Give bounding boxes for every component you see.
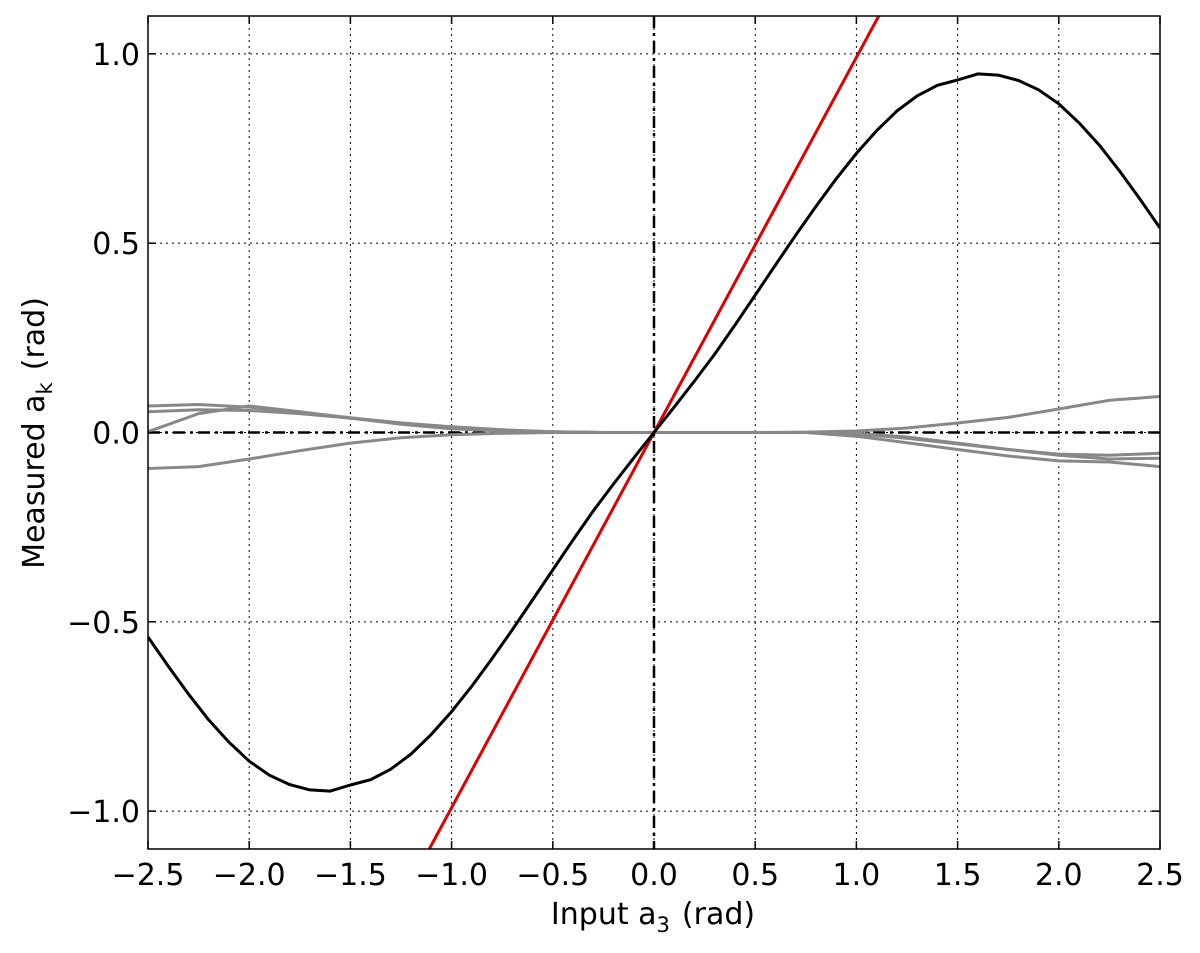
x-axis-label: Input a3 (rad) [551,897,755,937]
y-tick-label: 1.0 [92,38,140,73]
y-axis-label-unit: (rad) [17,297,52,370]
x-tick-label: −2.5 [112,858,185,893]
x-tick-label: −2.0 [213,858,286,893]
series-layer [148,16,1160,849]
x-tick-label: 2.0 [1035,858,1083,893]
x-tick-label: 2.5 [1136,858,1184,893]
y-axis-label-main: Measured a [17,394,52,568]
y-axis-label: Measured ak (rad) [17,297,57,569]
y-tick-label: 0.0 [92,417,140,452]
x-tick-label: 0.5 [731,858,779,893]
x-tick-label: 1.0 [833,858,881,893]
x-tick-label: −1.0 [415,858,488,893]
x-axis-label-main: Input a [551,897,657,932]
y-axis-label-subscript: k [33,381,57,394]
x-tick-label: 1.5 [934,858,982,893]
x-tick-label: −0.5 [516,858,589,893]
x-axis-label-subscript: 3 [657,913,670,937]
y-tick-label: −0.5 [67,606,140,641]
y-tick-label: 0.5 [92,227,140,262]
series-group [148,16,1160,849]
axis-ticks: −2.5 −2.0 −1.5 −1.0 −0.5 0.0 0.5 1.0 1.5 2.0 2.5 −1… [67,16,1184,893]
x-axis-label-unit: (rad) [682,897,755,932]
x-tick-label: 0.0 [630,858,678,893]
series-line-6 [148,72,1160,793]
y-tick-label: −1.0 [67,795,140,830]
x-tick-label: −1.5 [314,858,387,893]
